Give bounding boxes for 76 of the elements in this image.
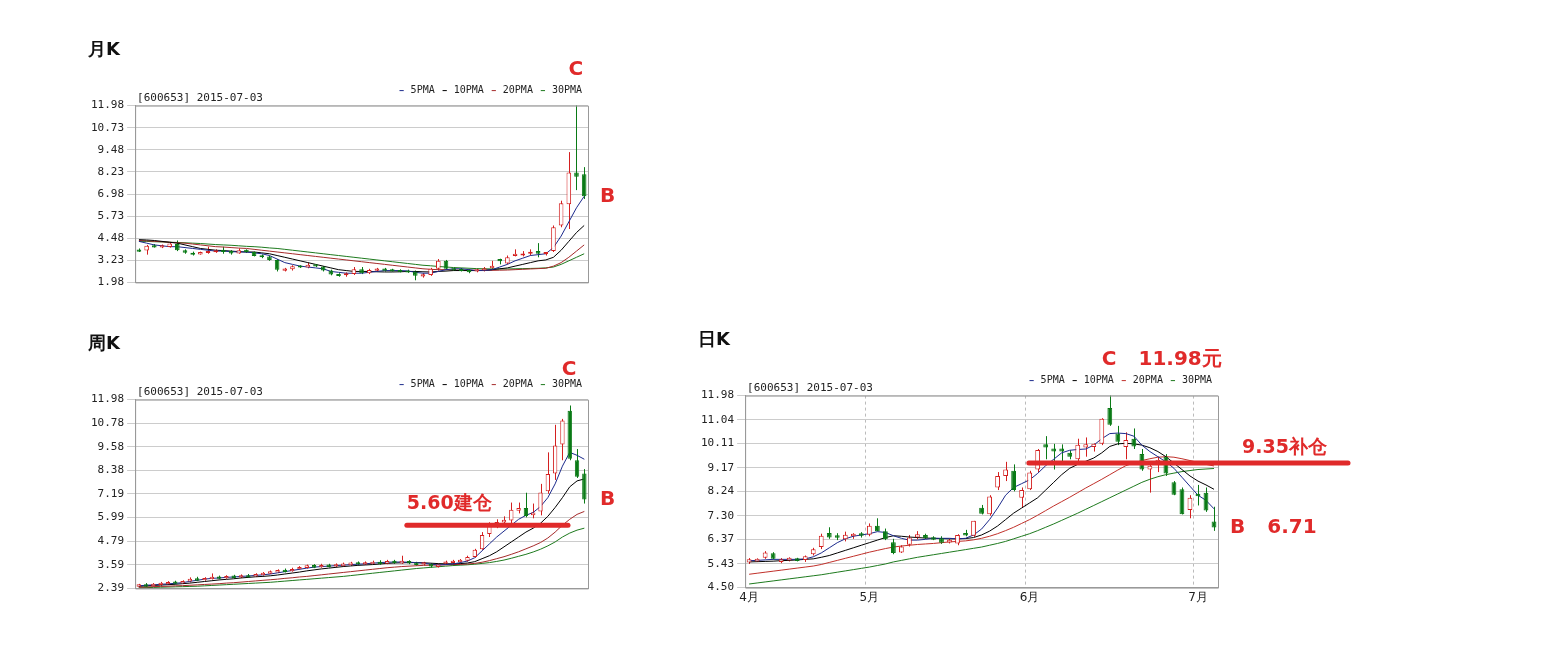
candlestick xyxy=(1083,436,1089,458)
text: B xyxy=(1230,513,1246,538)
legend-label: 20PMA xyxy=(502,84,533,96)
candlestick xyxy=(1019,486,1025,509)
legend-label: 20PMA xyxy=(1132,374,1163,386)
y-tick-label: 11.04 xyxy=(700,412,735,426)
legend-label: 10PMA xyxy=(1083,374,1114,386)
candlestick xyxy=(1011,463,1017,492)
legend-label: 10PMA xyxy=(453,378,484,390)
text: 6.71 xyxy=(1267,513,1317,538)
chart-subtitle: [600653] 2015-07-03 xyxy=(137,384,263,398)
candlestick xyxy=(1123,431,1129,460)
annotation: C xyxy=(1101,345,1117,370)
y-tick-label: 11.98 xyxy=(700,388,735,402)
legend-label: 30PMA xyxy=(1181,374,1213,386)
y-tick-label: 8.24 xyxy=(707,484,735,498)
legend-label: 5PMA xyxy=(410,378,435,390)
y-tick-label: 8.23 xyxy=(97,164,125,178)
annotation: C xyxy=(561,355,577,380)
y-tick-label: 11.98 xyxy=(90,98,125,112)
y-tick-label: 7.19 xyxy=(97,486,125,500)
x-tick-label: 4月 xyxy=(739,589,759,604)
ref-line-label: 9.35补仓 xyxy=(1242,435,1328,458)
y-tick-label: 5.43 xyxy=(707,556,735,570)
x-tick-label: 6月 xyxy=(1019,589,1040,604)
x-tick-label: 5月 xyxy=(859,589,880,604)
candlestick xyxy=(1003,461,1009,482)
chart-subtitle: [600653] 2015-07-03 xyxy=(137,90,263,104)
annotation: C xyxy=(568,55,584,80)
candlestick xyxy=(1115,425,1121,446)
legend-label: 10PMA xyxy=(453,84,484,96)
candlestick xyxy=(560,418,565,461)
y-tick-label: 10.11 xyxy=(700,436,735,450)
legend-label: 5PMA xyxy=(410,84,435,96)
y-tick-label: 6.98 xyxy=(97,186,125,200)
legend-label: 30PMA xyxy=(551,84,583,96)
y-tick-label: 5.99 xyxy=(97,510,125,524)
candlestick xyxy=(551,224,556,253)
y-tick-label: 2.39 xyxy=(97,581,125,595)
candlestick xyxy=(1131,427,1137,450)
candlestick xyxy=(1043,435,1049,460)
legend-label: 5PMA xyxy=(1040,374,1065,386)
y-tick-label: 9.48 xyxy=(97,142,125,156)
legend-label: 20PMA xyxy=(502,378,533,390)
y-tick-label: 4.48 xyxy=(97,231,125,245)
candlestick xyxy=(1099,417,1105,446)
ref-line-label: 5.60建仓 xyxy=(406,491,493,514)
y-tick-label: 3.59 xyxy=(97,557,125,571)
chart-title: 月K xyxy=(87,38,121,60)
candlestick xyxy=(987,494,992,517)
chart-subtitle: [600653] 2015-07-03 xyxy=(747,380,873,394)
chart-title: 日K xyxy=(698,328,731,350)
y-tick-label: 1.98 xyxy=(97,275,125,289)
y-tick-label: 11.98 xyxy=(90,392,125,406)
legend-label: 30PMA xyxy=(551,378,583,390)
candlestick xyxy=(1107,395,1113,427)
y-tick-label: 10.78 xyxy=(90,416,125,430)
y-tick-label: 7.30 xyxy=(707,508,735,522)
y-tick-label: 6.37 xyxy=(707,532,735,546)
candlestick xyxy=(1027,470,1033,491)
y-tick-label: 4.50 xyxy=(707,580,735,594)
y-tick-label: 9.17 xyxy=(707,460,735,474)
candlestick xyxy=(538,483,543,516)
text: B xyxy=(600,182,616,207)
text: B xyxy=(600,485,616,510)
y-tick-label: 3.23 xyxy=(97,253,125,267)
y-tick-label: 10.73 xyxy=(90,120,125,134)
y-tick-label: 8.38 xyxy=(97,463,125,477)
candlestick xyxy=(1051,443,1057,471)
candlestick xyxy=(574,105,579,191)
text: 11.98元 xyxy=(1138,345,1222,370)
y-tick-label: 9.58 xyxy=(97,439,125,453)
chart-title: 周K xyxy=(87,332,121,354)
y-tick-label: 5.73 xyxy=(97,208,125,222)
x-tick-label: 7月 xyxy=(1188,589,1208,604)
y-tick-label: 4.79 xyxy=(97,534,125,548)
